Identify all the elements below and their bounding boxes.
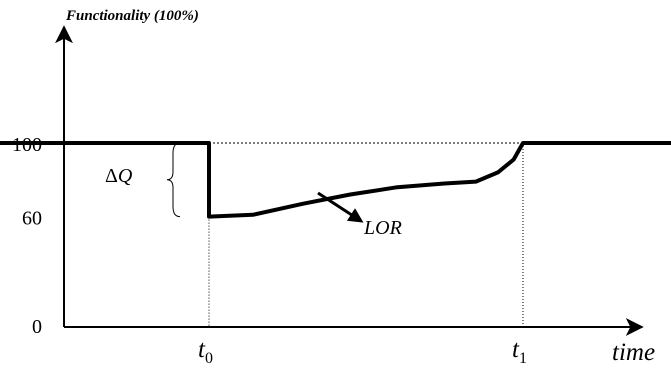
x-tick-labels: t0 t1 [198, 336, 527, 367]
x-tick-label-t0: t0 [198, 336, 213, 367]
lor-label: LOR [363, 217, 402, 239]
x-tick-label-t1: t1 [512, 336, 527, 367]
delta-q-label: ΔQ [105, 165, 133, 187]
y-tick-label-60: 60 [22, 208, 42, 230]
functionality-series-line [0, 141, 671, 219]
y-tick-label-0: 0 [32, 316, 42, 338]
x-axis-title: time [612, 339, 655, 366]
lor-arrow [317, 191, 364, 223]
delta-q-brace [166, 142, 181, 218]
y-axis-title: Functionality (100%) [65, 8, 199, 24]
